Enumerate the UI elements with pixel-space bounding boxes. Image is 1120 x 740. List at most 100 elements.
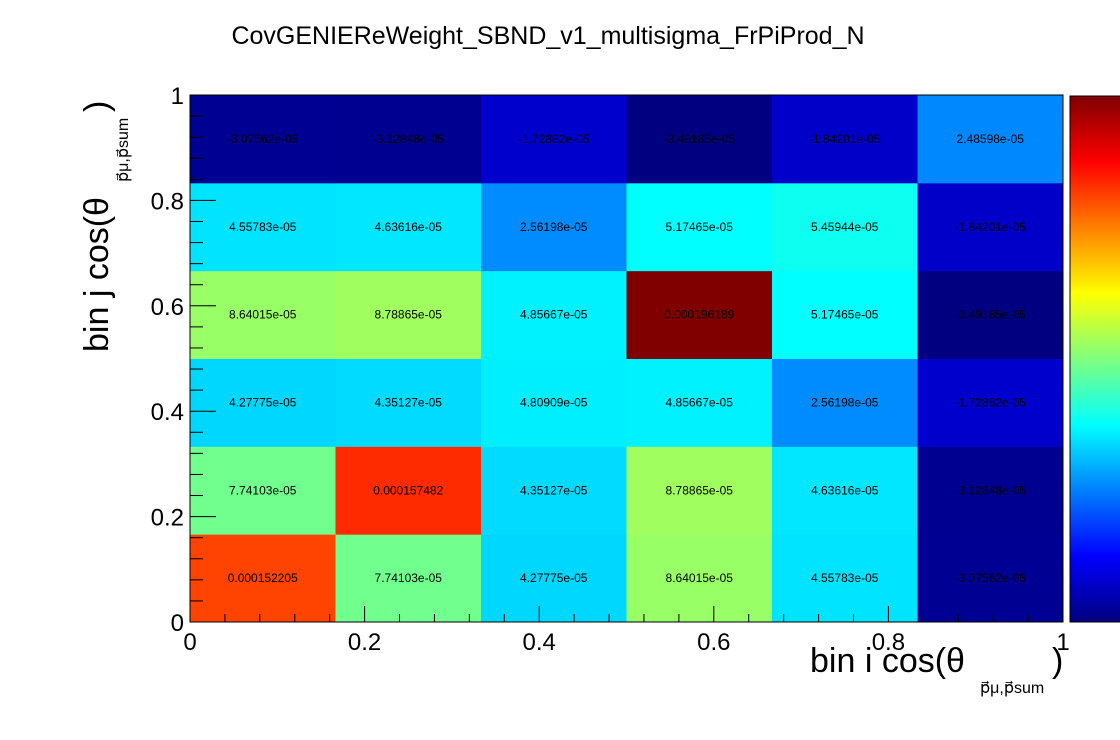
cell-value-label: 4.27775e-05 <box>520 571 588 585</box>
heatmap-cell <box>190 95 336 184</box>
heatmap-cell <box>917 534 1064 623</box>
heatmap-cell <box>335 270 482 359</box>
cell-value-label: 4.85667e-05 <box>520 308 588 322</box>
cell-value-label: 2.56198e-05 <box>520 220 588 234</box>
heatmap-cell <box>335 182 482 272</box>
cell-value-label: 4.63616e-05 <box>811 483 879 497</box>
heatmap-cell <box>481 358 627 447</box>
heatmap-cell <box>190 446 336 535</box>
cell-value-label: -1.72882e-05 <box>518 132 590 146</box>
cell-value-label: -3.07562e-05 <box>955 571 1027 585</box>
heatmap-cells <box>190 95 1064 623</box>
heatmap-cell <box>481 270 627 359</box>
cell-value-label: 8.78865e-05 <box>666 483 734 497</box>
x-tick-label: 0 <box>183 629 196 656</box>
chart-title: CovGENIEReWeight_SBND_v1_multisigma_FrPi… <box>231 22 864 50</box>
heatmap-cell <box>626 534 773 623</box>
cell-value-label: -3.12848e-05 <box>373 132 445 146</box>
heatmap-cell <box>335 534 482 623</box>
cell-value-label: -3.12848e-05 <box>955 483 1027 497</box>
cell-value-label: -1.84201e-05 <box>955 220 1027 234</box>
y-axis-label-subscript: p⃗μ,p⃗sum <box>115 118 132 182</box>
heatmap-cell <box>481 446 627 535</box>
heatmap-cell <box>335 95 482 184</box>
cell-value-label: 8.64015e-05 <box>229 308 297 322</box>
cell-value-label: 0.000157482 <box>373 483 443 497</box>
heatmap-cell <box>772 270 918 359</box>
cell-value-label: 5.45944e-05 <box>811 220 879 234</box>
plot-frame <box>189 94 1064 623</box>
x-tick-label: 0.6 <box>697 629 730 656</box>
color-bar <box>1069 95 1120 623</box>
heatmap-cell <box>917 270 1064 359</box>
y-axis-label-close: ) <box>78 101 116 112</box>
cell-value-label: 4.85667e-05 <box>666 395 734 409</box>
heatmap-cell <box>772 182 918 272</box>
cell-value-label: 8.78865e-05 <box>375 308 443 322</box>
cell-value-label: 7.74103e-05 <box>229 483 297 497</box>
cell-value-label: -1.84201e-05 <box>809 132 881 146</box>
heatmap-cell <box>626 358 773 447</box>
heatmap-cell <box>190 358 336 447</box>
heatmap-cell <box>917 95 1064 184</box>
heatmap-cell <box>626 446 773 535</box>
x-axis-label: bin i cos(θ p⃗μ,p⃗sum ) <box>810 642 1063 697</box>
cell-value-label: 0.000196189 <box>664 308 734 322</box>
cell-value-label: 4.63616e-05 <box>375 220 443 234</box>
x-axis-label-main: bin i cos(θ <box>810 642 965 680</box>
heatmap-cell <box>626 182 773 272</box>
heatmap-cell <box>772 95 918 184</box>
cell-value-label: 7.74103e-05 <box>375 571 443 585</box>
heatmap-cell <box>772 358 918 447</box>
heatmap-cell <box>772 534 918 623</box>
cell-value-label: 8.64015e-05 <box>666 571 734 585</box>
heatmap-cell <box>190 270 336 359</box>
heatmap-cell <box>335 446 482 535</box>
heatmap-cell <box>481 534 627 623</box>
cell-value-label: -3.49185e-05 <box>955 308 1027 322</box>
y-tick-label: 0 <box>171 610 184 637</box>
cell-value-label: -3.07562e-05 <box>227 132 299 146</box>
x-tick-label: 0.4 <box>523 629 556 656</box>
heatmap-cell <box>626 95 773 184</box>
cell-value-label: -3.49185e-05 <box>664 132 736 146</box>
x-axis-label-close: ) <box>1052 642 1063 680</box>
x-tick-label: 0.2 <box>348 629 381 656</box>
cell-value-label: 4.35127e-05 <box>375 395 443 409</box>
y-axis-label-main: bin j cos(θ <box>78 197 116 352</box>
cell-value-label: -1.72882e-05 <box>955 395 1027 409</box>
y-axis-label: bin j cos(θ p⃗μ,p⃗sum ) <box>78 101 132 352</box>
heatmap-cell <box>772 446 918 535</box>
heatmap-cell <box>917 358 1064 447</box>
cell-value-label: 5.17465e-05 <box>811 308 879 322</box>
cell-value-label: 4.27775e-05 <box>229 395 297 409</box>
y-tick-label: 0.4 <box>151 399 184 426</box>
cell-value-label: 5.17465e-05 <box>666 220 734 234</box>
x-axis-ticks: 0 0.2 0.4 0.6 0.8 1 <box>183 606 1070 656</box>
cell-value-label: 4.80909e-05 <box>520 395 588 409</box>
cell-value-label: 4.55783e-05 <box>229 220 297 234</box>
heatmap-cell <box>917 446 1064 535</box>
heatmap-cell <box>190 182 336 272</box>
y-tick-label: 1 <box>171 83 184 110</box>
y-tick-label: 0.6 <box>151 294 184 321</box>
heatmap-cell <box>626 270 773 359</box>
y-tick-label: 0.2 <box>151 505 184 532</box>
heatmap-cell <box>335 358 482 447</box>
y-axis-ticks: 0 0.2 0.4 0.6 0.8 1 <box>151 83 216 637</box>
cell-value-label: 4.35127e-05 <box>520 483 588 497</box>
cell-value-label: 2.56198e-05 <box>811 395 879 409</box>
heatmap-cell <box>190 534 336 623</box>
cell-value-label: 2.48598e-05 <box>957 132 1025 146</box>
heatmap-cell <box>481 182 627 272</box>
heatmap-cell-labels: 0.000152205 7.74103e-05 4.27775e-05 8.64015… <box>227 132 1026 585</box>
x-axis-label-subscript: p⃗μ,p⃗sum <box>980 680 1044 697</box>
cell-value-label: 0.000152205 <box>228 571 298 585</box>
x-tick-label: 1 <box>1056 629 1069 656</box>
heatmap-cell <box>481 95 627 184</box>
x-tick-label: 0.8 <box>872 629 905 656</box>
cell-value-label: 4.55783e-05 <box>811 571 879 585</box>
y-tick-label: 0.8 <box>151 188 184 215</box>
heatmap-cell <box>917 182 1064 272</box>
